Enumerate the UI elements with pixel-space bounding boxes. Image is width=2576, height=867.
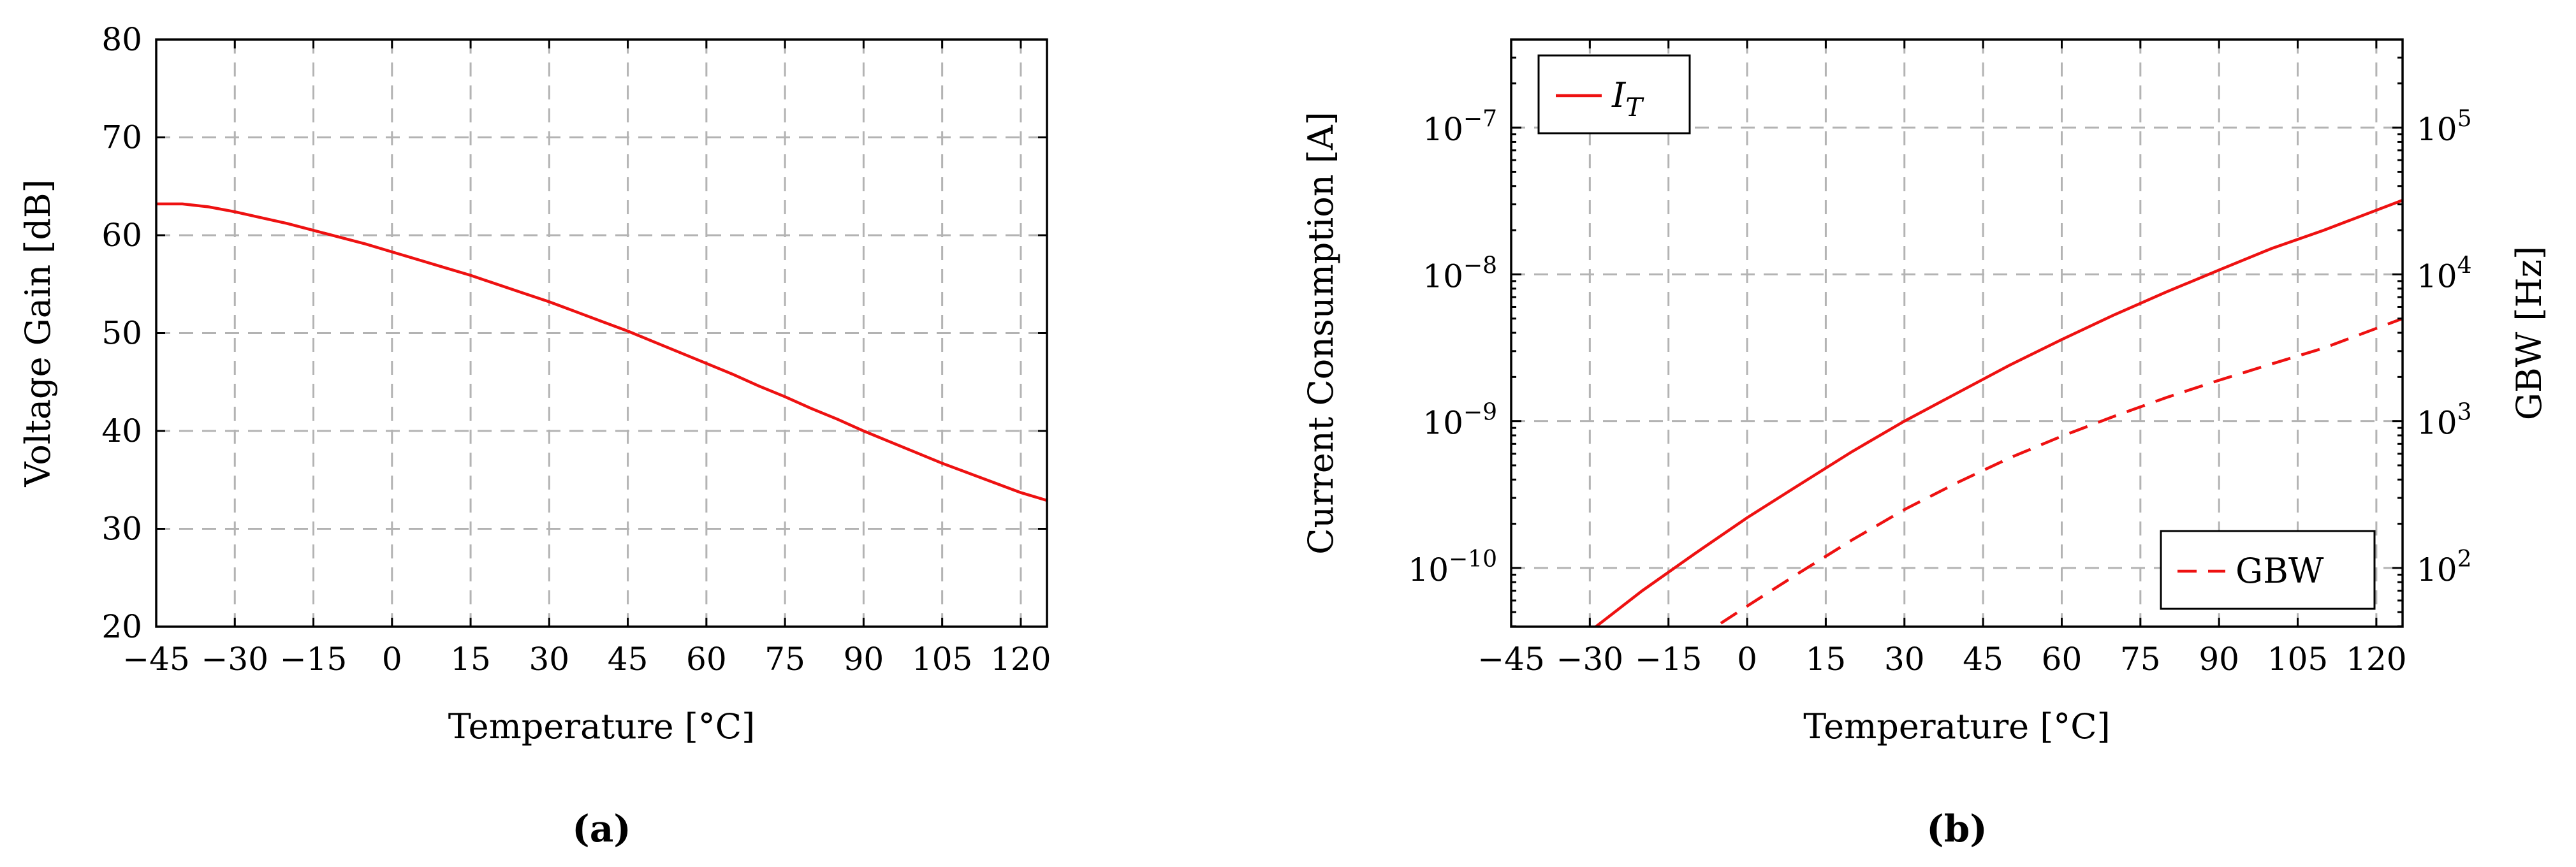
panel-b-x-tick-label: −15 <box>1635 641 1702 678</box>
panel-a-x-tick-label: −15 <box>280 641 348 678</box>
panel-b-x-tick-label: 75 <box>2120 641 2161 678</box>
panel-b-left-y-tick-label: 10−8 <box>1423 252 1497 295</box>
panel-a-y-tick-label: 80 <box>101 21 142 58</box>
panel-b-current-line <box>1593 198 2403 627</box>
panel-b-label: (b) <box>1926 807 1987 850</box>
panel-a-x-tick-label: 90 <box>844 641 884 678</box>
panel-a-x-axis-label: Temperature [°C] <box>448 706 755 747</box>
panel-b-x-tick-label: 90 <box>2199 641 2239 678</box>
panel-b-x-tick-label: −30 <box>1556 641 1624 678</box>
panel-a-x-tick-label: 0 <box>382 641 402 678</box>
panel-a-y-tick-label: 50 <box>101 315 142 352</box>
panel-a-x-tick-label: 30 <box>529 641 570 678</box>
panel-a-x-tick-label: 105 <box>912 641 972 678</box>
panel-b-x-tick-label: 30 <box>1884 641 1925 678</box>
panel-b-right-y-axis-label: GBW [Hz] <box>2509 246 2549 420</box>
legend-current-label: IT <box>1611 75 1644 122</box>
panel-a-x-tick-label: 15 <box>450 641 491 678</box>
panel-a-y-tick-label: 30 <box>101 511 142 548</box>
legend-gbw: GBW <box>2160 530 2376 610</box>
panel-b-right-y-tick-label: 103 <box>2417 400 2472 442</box>
panel-b-ticks: −45 −30 −15 0 15 30 45 60 75 90 105 120 10−10 10−9 10−… <box>1408 40 2472 678</box>
panel-a-voltage-gain-chart: −45 −30 −15 0 15 30 45 60 75 90 105 120 20 30 40 50 60 70… <box>18 21 1051 850</box>
panel-a-y-axis-label: Voltage Gain [dB] <box>18 179 58 487</box>
panel-a-y-tick-label: 70 <box>101 119 142 156</box>
panel-a-y-tick-label: 40 <box>101 412 142 449</box>
panel-b-left-y-tick-label: 10−10 <box>1408 546 1497 588</box>
panel-a-y-tick-label: 20 <box>101 608 142 645</box>
panel-b-gbw-line <box>1720 317 2403 625</box>
panel-b-right-y-tick-label: 102 <box>2417 546 2472 588</box>
panel-b-current-gbw-chart: −45 −30 −15 0 15 30 45 60 75 90 105 120 10−10 10−9 10−… <box>1301 38 2549 850</box>
panel-b-x-tick-label: 15 <box>1806 641 1847 678</box>
panel-a-x-tick-label: −45 <box>122 641 190 678</box>
panel-b-left-y-axis-label: Current Consumption [A] <box>1301 112 1341 555</box>
panel-a-y-tick-label: 60 <box>101 217 142 254</box>
panel-b-right-y-tick-label: 104 <box>2417 252 2472 295</box>
panel-b-x-tick-label: 0 <box>1737 641 1757 678</box>
panel-a-voltage-gain-line <box>156 202 1048 502</box>
panel-a-label: (a) <box>572 807 631 850</box>
panel-a-ticks: −45 −30 −15 0 15 30 45 60 75 90 105 120 20 30 40 50 60 70… <box>101 21 1051 678</box>
panel-b-x-tick-label: −45 <box>1477 641 1545 678</box>
panel-b-x-tick-label: 120 <box>2346 641 2406 678</box>
panel-a-curves <box>156 202 1048 502</box>
legend-current: IT <box>1537 54 1691 135</box>
panel-a-x-tick-label: 75 <box>765 641 805 678</box>
panel-a-x-tick-label: 120 <box>990 641 1051 678</box>
panel-b-left-y-tick-label: 10−9 <box>1423 400 1497 442</box>
panel-b-x-axis-label: Temperature [°C] <box>1803 706 2110 747</box>
panel-a-x-tick-label: 45 <box>608 641 648 678</box>
panel-a-x-tick-label: 60 <box>686 641 727 678</box>
panel-b-right-y-tick-label: 105 <box>2417 106 2472 148</box>
panel-b-left-y-tick-label: 10−7 <box>1423 106 1497 148</box>
panel-a-x-tick-label: −30 <box>201 641 268 678</box>
panel-b-x-tick-label: 60 <box>2042 641 2082 678</box>
panel-b-curves <box>1593 198 2403 627</box>
panel-a-grid <box>155 40 1047 627</box>
panel-b-x-tick-label: 45 <box>1963 641 2003 678</box>
legend-gbw-label: GBW <box>2236 551 2324 591</box>
panel-b-x-tick-label: 105 <box>2267 641 2328 678</box>
